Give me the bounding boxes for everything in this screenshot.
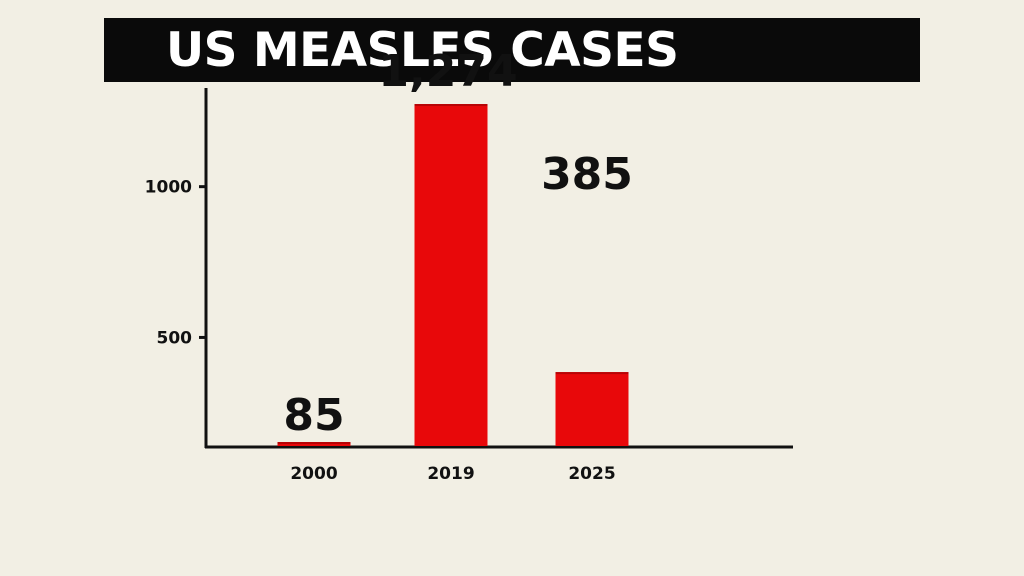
x-tick-label: 2000 [290, 464, 337, 484]
data-label-2025: 385 [541, 149, 633, 200]
bar-2019 [414, 104, 488, 446]
bar-shade-2000 [277, 442, 351, 444]
bar-shade-2019 [414, 104, 488, 107]
bar-2025 [555, 372, 629, 446]
x-tick-label: 2019 [427, 464, 474, 484]
data-label-2000: 85 [283, 390, 344, 441]
title-bar: US MEASLES CASES [104, 18, 920, 82]
x-tick-label: 2025 [568, 464, 615, 484]
bar-shade-2025 [555, 372, 629, 375]
y-tick-label: 1000 [145, 178, 192, 198]
data-label-2019: 1,274 [378, 46, 517, 97]
chart-title: US MEASLES CASES [166, 23, 679, 78]
y-tick-label: 500 [157, 328, 193, 348]
